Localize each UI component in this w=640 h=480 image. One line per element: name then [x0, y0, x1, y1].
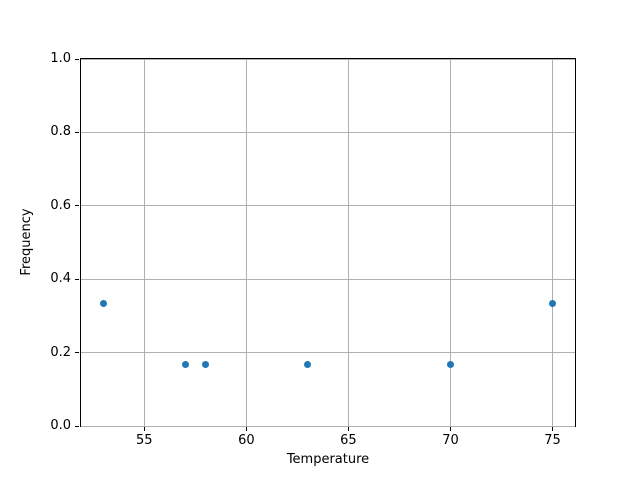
y-tick-mark: [75, 352, 79, 354]
data-point: [446, 361, 454, 369]
x-gridline: [552, 59, 554, 426]
y-tick-label: 0.0: [50, 418, 71, 433]
x-tick-mark: [245, 427, 247, 431]
data-point: [304, 361, 312, 369]
x-tick-mark: [143, 427, 145, 431]
y-gridline: [81, 278, 575, 280]
y-tick-label: 0.4: [50, 271, 71, 287]
y-tick-label: 0.8: [50, 124, 71, 140]
x-tick-mark: [552, 427, 554, 431]
y-gridline: [81, 205, 575, 207]
y-tick-label: 0.6: [50, 197, 71, 213]
y-tick-label: 1.0: [50, 51, 71, 66]
plot-area: 55 60 65 70 75 0.0 0.2 0.4 0.6 0.8 1.0: [50, 51, 576, 448]
y-gridline: [81, 352, 575, 354]
x-gridline: [449, 59, 451, 426]
y-gridline: [81, 131, 575, 133]
data-point: [202, 361, 210, 369]
x-tick-label: 60: [238, 433, 255, 448]
y-tick-mark: [75, 205, 79, 207]
data-point: [99, 300, 107, 308]
x-tick-label: 55: [135, 433, 153, 448]
y-tick-mark: [75, 425, 79, 427]
y-gridline: [81, 425, 575, 427]
x-tick-mark: [449, 427, 451, 431]
y-tick-mark: [75, 58, 79, 60]
x-tick-label: 70: [442, 433, 459, 448]
data-point: [549, 300, 557, 308]
y-axis-label: Frequency: [19, 208, 34, 276]
y-tick-mark: [75, 278, 79, 280]
y-gridline: [81, 58, 575, 60]
y-tick-mark: [75, 131, 79, 133]
x-gridline: [347, 59, 349, 426]
y-tick-label: 0.2: [50, 344, 71, 360]
x-tick-label: 75: [544, 433, 561, 448]
x-tick-mark: [347, 427, 349, 431]
data-point: [181, 361, 189, 369]
x-gridline: [143, 59, 145, 426]
x-tick-label: 65: [340, 433, 357, 448]
x-axis-label: Temperature: [286, 452, 370, 467]
x-gridline: [245, 59, 247, 426]
